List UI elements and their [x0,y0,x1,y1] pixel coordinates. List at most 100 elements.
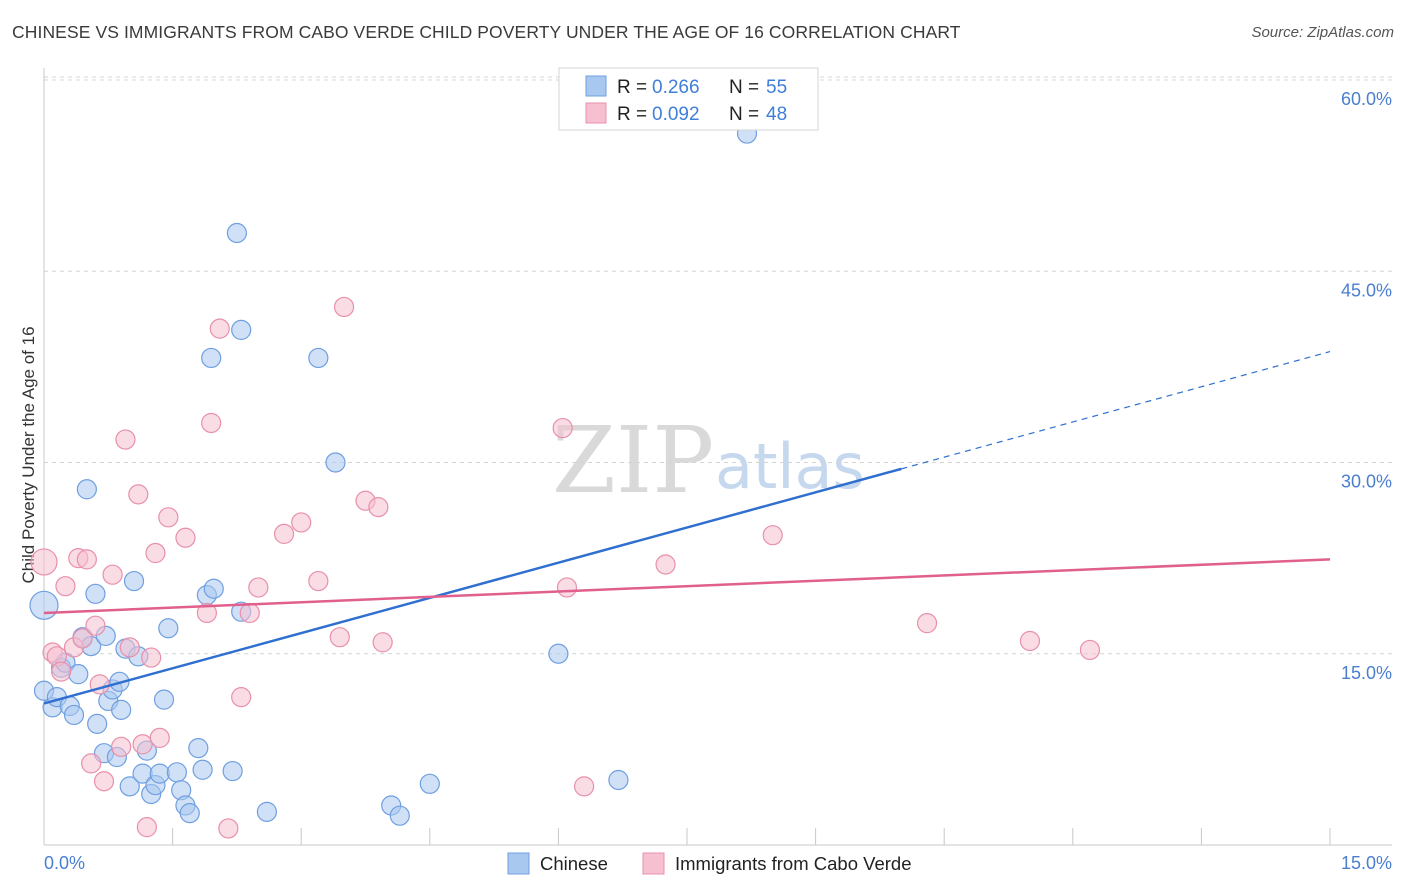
gridlines [44,76,1392,655]
data-point [203,578,224,599]
data-point [256,801,278,822]
data-point [419,773,440,794]
data-point [552,417,573,439]
data-point [111,699,132,720]
series-legend-swatch-chinese [507,852,530,875]
series-legend-swatch-cabo-verde [642,852,665,875]
legend-n-value-chinese: 55 [766,77,787,98]
legend-n-label-cabo-verde: N = [729,104,759,125]
y-tick-labels: 15.0% 30.0% 45.0% 60.0% [1341,89,1392,683]
data-point [111,736,132,757]
y-tick-label-60: 60.0% [1341,89,1392,109]
data-point [916,613,938,634]
legend-r-value-chinese: 0.266 [652,77,700,98]
data-point [179,803,200,824]
legend-n-label-chinese: N = [729,77,759,98]
data-point [291,512,312,533]
legend-n-value-cabo-verde: 48 [766,104,787,125]
source-label: Source: ZipAtlas.com [1251,24,1394,41]
trend-line-chinese [43,467,902,705]
data-point [209,318,230,339]
data-point [149,727,170,749]
data-point [85,615,106,636]
data-point [608,769,629,791]
data-point [1019,630,1041,652]
data-point [119,776,140,797]
chart-title: CHINESE VS IMMIGRANTS FROM CABO VERDE CH… [12,22,961,42]
data-point [166,762,187,783]
data-point [762,525,783,546]
trend-lines [43,350,1331,705]
data-point [141,647,162,668]
data-point [76,479,97,500]
data-point [273,523,295,545]
data-point [372,632,393,653]
data-point [574,776,595,797]
data-point [218,818,239,839]
data-point [76,549,97,570]
data-point [158,507,179,528]
legend-r-value-cabo-verde: 0.092 [652,104,700,125]
axes [43,68,1392,846]
series-legend-label-cabo-verde: Immigrants from Cabo Verde [675,853,911,874]
data-point [175,527,196,548]
trend-line-cabo-verde [43,558,1331,615]
legend-r-label-cabo-verde: R = [617,104,647,125]
data-point [226,222,247,244]
y-tick-label-15: 15.0% [1341,663,1392,683]
data-point [196,602,217,624]
x-tick-marks [43,828,1331,845]
legend-r-label-chinese: R = [617,77,647,98]
data-point [158,618,179,639]
data-point [51,661,72,682]
data-point [102,564,123,585]
data-point [149,763,170,784]
series-legend-label-chinese: Chinese [540,853,608,874]
data-point [556,577,578,598]
data-point [87,713,108,734]
legend-swatch-cabo-verde [585,102,607,124]
data-point [119,637,140,658]
data-point [136,817,157,838]
data-point [188,737,209,759]
data-point [333,296,355,318]
data-point [222,760,243,782]
data-point [308,570,329,592]
data-point [72,628,93,649]
data-point [85,583,106,604]
data-point [325,452,346,473]
data-point [248,577,269,598]
y-tick-label-30: 30.0% [1341,472,1392,492]
data-point [55,576,76,597]
trend-line-extrapolated-chinese [901,350,1331,470]
data-point [231,686,252,708]
y-tick-label-45: 45.0% [1341,280,1392,300]
data-point [63,704,85,726]
data-point [308,347,329,369]
watermark-zip: ZIP [552,407,714,514]
data-point [201,412,222,434]
data-point [29,590,59,620]
series-legend: Chinese Immigrants from Cabo Verde [507,852,911,875]
data-point [548,643,569,664]
data-point [93,771,115,792]
data-point [368,497,389,518]
y-axis-label: Child Poverty Under the Age of 16 [19,326,38,583]
data-point [655,554,676,575]
x-tick-label-max: 15.0% [1341,853,1392,873]
data-point [192,759,213,780]
data-point [239,602,260,624]
data-point [201,347,222,369]
data-point [68,664,89,685]
data-point [128,484,149,505]
data-point [115,429,136,450]
series-cabo-verde-points [30,296,1101,839]
data-point [153,689,175,710]
data-point [81,753,102,774]
x-tick-label-min: 0.0% [44,853,85,873]
data-point [145,542,166,564]
data-point [1079,639,1101,661]
data-point [123,570,145,592]
legend-swatch-chinese [585,75,607,97]
